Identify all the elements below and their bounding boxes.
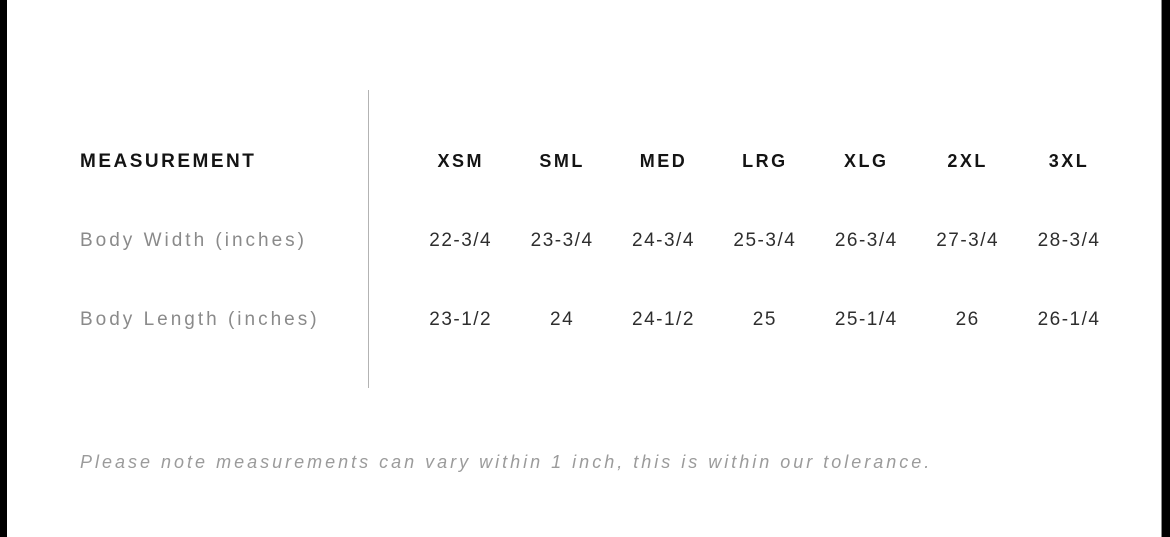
size-header-3xl: 3XL [1048, 151, 1090, 171]
body-length-2xl-value: 26 [955, 308, 980, 330]
size-header-2xl: 2XL [947, 151, 988, 171]
body-width-2xl-value: 27-3/4 [936, 229, 1000, 251]
size-header-sml: SML [539, 151, 585, 171]
body-width-lrg-value: 25-3/4 [733, 229, 797, 251]
body-width-sml-value: 23-3/4 [530, 229, 594, 251]
size-header-xsm: XSM [437, 151, 484, 171]
table-header-row: MEASUREMENT XSM SML MED LRG XLG 2XL 3XL [80, 122, 1120, 201]
size-header-lrg: LRG [742, 151, 788, 171]
table-row-body-length: Body Length (inches) 23-1/2 24 24-1/2 25… [80, 280, 1120, 359]
left-edge-bar [0, 0, 7, 537]
body-length-sml-value: 24 [550, 308, 575, 330]
body-width-xlg-value: 26-3/4 [834, 229, 898, 251]
body-length-med-value: 24-1/2 [632, 308, 695, 330]
size-chart-table: MEASUREMENT XSM SML MED LRG XLG 2XL 3XL … [80, 122, 1120, 359]
body-length-xlg-value: 25-1/4 [834, 308, 898, 330]
body-width-med-value: 24-3/4 [632, 229, 695, 251]
right-edge-bar [1161, 0, 1170, 537]
column-divider-line [368, 90, 369, 388]
size-header-xlg: XLG [844, 151, 889, 171]
body-length-lrg-value: 25 [752, 308, 777, 330]
tolerance-note: Please note measurements can vary within… [80, 452, 933, 472]
size-header-med: MED [639, 151, 688, 171]
body-width-3xl-value: 28-3/4 [1037, 229, 1101, 251]
table-row-body-width: Body Width (inches) 22-3/4 23-3/4 24-3/4… [80, 201, 1120, 280]
body-length-3xl-value: 26-1/4 [1037, 308, 1101, 330]
body-width-xsm-value: 22-3/4 [429, 229, 493, 251]
row-label-body-length: Body Length (inches) [80, 308, 320, 330]
row-label-body-width: Body Width (inches) [80, 229, 308, 251]
body-length-xsm-value: 23-1/2 [429, 308, 493, 330]
measurement-column-header: MEASUREMENT [80, 150, 257, 172]
